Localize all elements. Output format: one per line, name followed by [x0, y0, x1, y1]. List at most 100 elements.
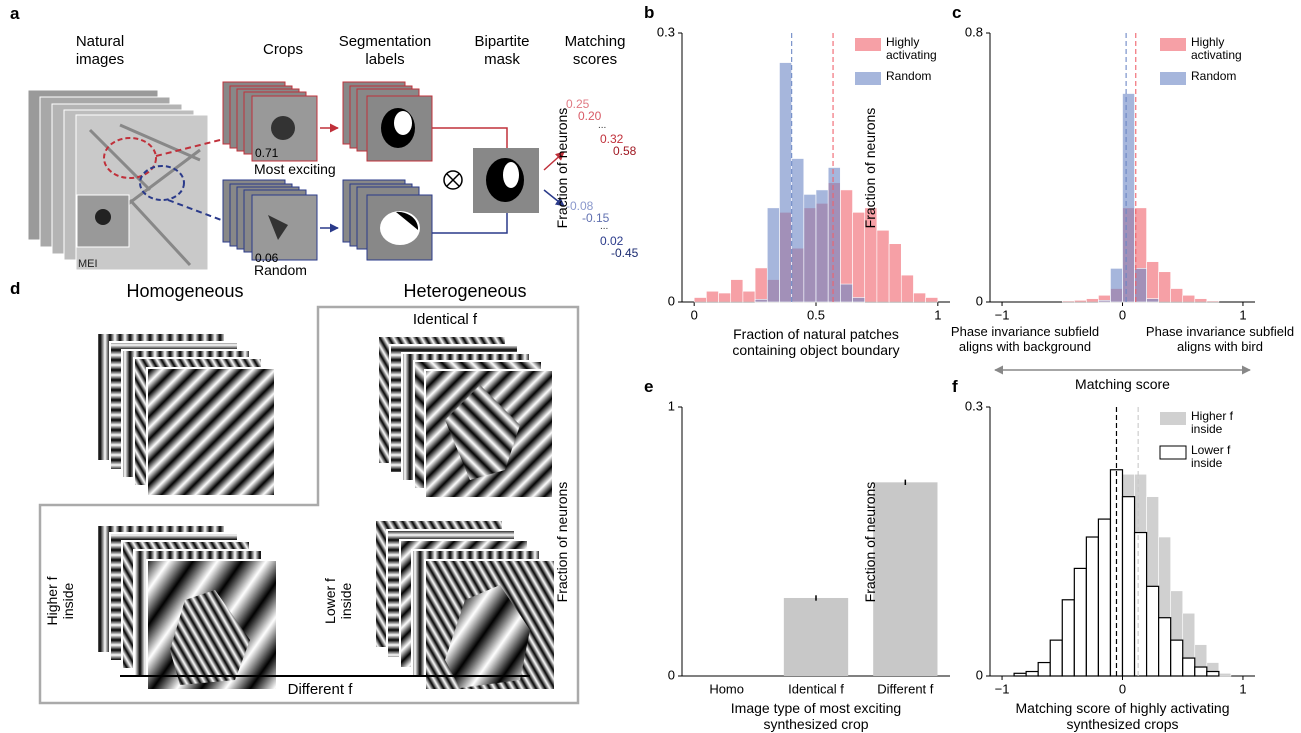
- stimulus-higher: [97, 525, 277, 690]
- histogram-bar: [1098, 300, 1110, 302]
- x-tick-label: 0: [1119, 681, 1126, 696]
- x-tick-label: −1: [995, 681, 1010, 696]
- crop-score: 0.71: [255, 145, 278, 161]
- panel-label: a: [10, 6, 19, 22]
- x-tick-label: 0.5: [807, 307, 825, 322]
- legend-label: Lower f inside: [1191, 444, 1263, 470]
- panel-label: f: [952, 379, 972, 395]
- x-tick-label: 0: [1119, 307, 1126, 322]
- row-title: Lower f inside: [322, 561, 354, 641]
- histogram-bar: [792, 159, 804, 302]
- histogram-bar: [1062, 301, 1074, 302]
- histogram-bar: [779, 63, 791, 302]
- histogram-bar: [1147, 299, 1159, 302]
- histogram-bar: [1074, 568, 1086, 676]
- x-tick-label: 0: [691, 307, 698, 322]
- histogram-bar: [913, 293, 925, 302]
- histogram-bar: [901, 275, 913, 302]
- y-tick-label: 0: [976, 293, 983, 308]
- histogram-bar: [853, 298, 865, 302]
- y-tick-label: 1: [668, 398, 675, 413]
- legend-swatch: [1160, 412, 1186, 425]
- x-tick-label: 1: [1239, 307, 1246, 322]
- x-tick-label: 1: [1239, 681, 1246, 696]
- histogram-bar: [1098, 519, 1110, 676]
- histogram-bar: [1183, 658, 1195, 676]
- y-tick-label: 0: [976, 667, 983, 682]
- annotation: Phase invariance subfield aligns with ba…: [945, 324, 1105, 354]
- panel-label: d: [10, 281, 20, 297]
- histogram-bar: [1086, 537, 1098, 676]
- histogram-bar: [1147, 586, 1159, 676]
- y-axis-title: Fraction of neurons: [554, 88, 570, 248]
- x-tick-label: Homo: [709, 681, 744, 696]
- natural-images: [28, 90, 248, 270]
- step-title: Natural images: [60, 33, 140, 69]
- histogram-bar: [694, 298, 706, 302]
- histogram-bar: [804, 194, 816, 302]
- legend-label: Random: [886, 70, 958, 83]
- panel-label: b: [644, 5, 664, 21]
- step-title: Segmentation labels: [335, 33, 435, 69]
- stimulus-homogeneous: [97, 333, 275, 496]
- x-axis-title: Matching score: [1023, 376, 1223, 392]
- histogram-bar: [755, 299, 767, 302]
- histogram-bar: [926, 298, 938, 302]
- histogram-bar: [877, 230, 889, 302]
- inset-label: MEI: [78, 256, 98, 272]
- histogram-bar: [1171, 640, 1183, 676]
- histogram-bar: [731, 280, 743, 302]
- y-tick-label: 0.8: [965, 24, 983, 39]
- histogram-bar: [1038, 663, 1050, 676]
- row-title: Higher f inside: [44, 561, 76, 641]
- step-title: Bipartite mask: [462, 33, 542, 69]
- histogram-bar: [1135, 268, 1147, 302]
- legend-label: Highly activating: [1191, 36, 1263, 62]
- histogram-bar: [719, 293, 731, 302]
- legend-label: Random: [1191, 70, 1263, 83]
- panel-label: c: [952, 5, 972, 21]
- y-tick-label: 0.3: [965, 398, 983, 413]
- histogram-bar: [1123, 497, 1135, 676]
- histogram-bar: [1014, 673, 1026, 676]
- histogram-bar: [840, 284, 852, 302]
- histogram-bar: [1159, 272, 1171, 302]
- stimulus-lower: [375, 520, 555, 690]
- column-title: Homogeneous: [110, 283, 260, 299]
- histogram-bar: [1026, 672, 1038, 676]
- histogram-bar: [755, 268, 767, 302]
- canvas: 0 0.3 0 0.5 1 0 0.8 −1 0 1 0 1 Homo Identical f Differ…: [0, 0, 1301, 733]
- axis-title: Different f: [250, 682, 390, 698]
- x-tick-label: Identical f: [788, 681, 844, 696]
- legend-swatch: [855, 38, 881, 51]
- figure: 0 0.3 0 0.5 1 0 0.8 −1 0 1 0 1 Homo Identical f Differ…: [0, 0, 1301, 733]
- x-axis-title: Matching score of highly activating synt…: [1008, 700, 1238, 732]
- histogram-bar: [1062, 600, 1074, 676]
- x-tick-label: Different f: [877, 681, 934, 696]
- score: 0.58: [613, 143, 636, 159]
- legend-swatch: [1160, 72, 1186, 85]
- x-axis-title: Image type of most exciting synthesized …: [701, 700, 931, 732]
- histogram-bar: [1074, 300, 1086, 302]
- stimulus-identical: [378, 336, 553, 498]
- legend-label: Higher f inside: [1191, 410, 1263, 436]
- x-axis-title: Fraction of natural patches containing o…: [701, 326, 931, 358]
- x-tick-label: −1: [995, 307, 1010, 322]
- histogram-bar: [1207, 672, 1219, 676]
- group-title: Identical f: [385, 312, 505, 328]
- histogram-bar: [1195, 667, 1207, 676]
- histogram-bar: [1123, 94, 1135, 302]
- histogram-bar: [1135, 533, 1147, 676]
- score: -0.45: [611, 245, 638, 261]
- legend-label: Highly activating: [886, 36, 958, 62]
- histogram-bar: [828, 168, 840, 303]
- histogram-bar: [767, 208, 779, 302]
- panel-label: e: [644, 379, 664, 395]
- bipartite-mask: [444, 148, 564, 213]
- x-tick-label: 1: [934, 307, 941, 322]
- histogram-bar: [743, 291, 755, 302]
- bar: [784, 598, 848, 676]
- legend-swatch: [855, 72, 881, 85]
- histogram-bar: [1171, 289, 1183, 302]
- crop-name: Random: [254, 262, 307, 278]
